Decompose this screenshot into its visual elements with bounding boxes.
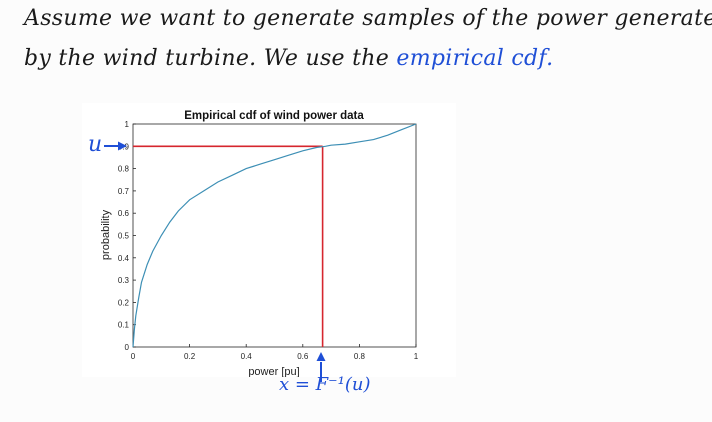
y-tick-label: 0.9 — [118, 142, 130, 151]
y-ticks: 0 0.1 0.2 0.3 0.4 0.5 0.6 0.7 0.8 0.9 1 — [118, 120, 136, 352]
y-tick-label: 0.5 — [118, 232, 130, 241]
y-tick-label: 1 — [125, 120, 130, 129]
chart-figure: Empirical cdf of wind power data 0 0.2 0.4… — [82, 103, 456, 378]
x-tick-label: 0 — [131, 352, 136, 361]
plot-axes — [132, 123, 417, 348]
note-line-1: Assume we want to generate samples of th… — [24, 6, 712, 31]
x-tick-label: 1 — [414, 352, 419, 361]
y-tick-label: 0.1 — [118, 321, 130, 330]
chart-title: Empirical cdf of wind power data — [184, 110, 364, 122]
cdf-chart: Empirical cdf of wind power data 0 0.2 0.4… — [100, 110, 419, 378]
x-tick-label: 0.6 — [297, 352, 309, 361]
x-axis-label: power [pu] — [248, 366, 299, 377]
inverse-cdf-annotation: x = F⁻¹(u) — [279, 374, 371, 395]
note-line-2-prefix: by the wind turbine. We use the — [24, 46, 390, 71]
u-annotation: u — [88, 132, 103, 157]
y-tick-label: 0.3 — [118, 276, 130, 285]
x-ticks: 0 0.2 0.4 0.6 0.8 1 — [131, 344, 419, 361]
x-tick-label: 0.8 — [354, 352, 366, 361]
y-tick-label: 0.2 — [118, 298, 130, 307]
y-axis-label: probability — [100, 209, 112, 260]
x-tick-label: 0.4 — [241, 352, 253, 361]
y-tick-label: 0.4 — [118, 254, 130, 263]
cdf-series-line — [132, 123, 417, 348]
y-tick-label: 0 — [125, 343, 130, 352]
y-tick-label: 0.6 — [118, 209, 130, 218]
plot-frame — [132, 123, 417, 348]
y-tick-label: 0.8 — [118, 165, 130, 174]
note-emphasis: empirical cdf. — [396, 46, 554, 71]
x-tick-label: 0.2 — [184, 352, 196, 361]
note-line-2: by the wind turbine. We use the empirica… — [24, 46, 553, 71]
y-tick-label: 0.7 — [118, 187, 130, 196]
